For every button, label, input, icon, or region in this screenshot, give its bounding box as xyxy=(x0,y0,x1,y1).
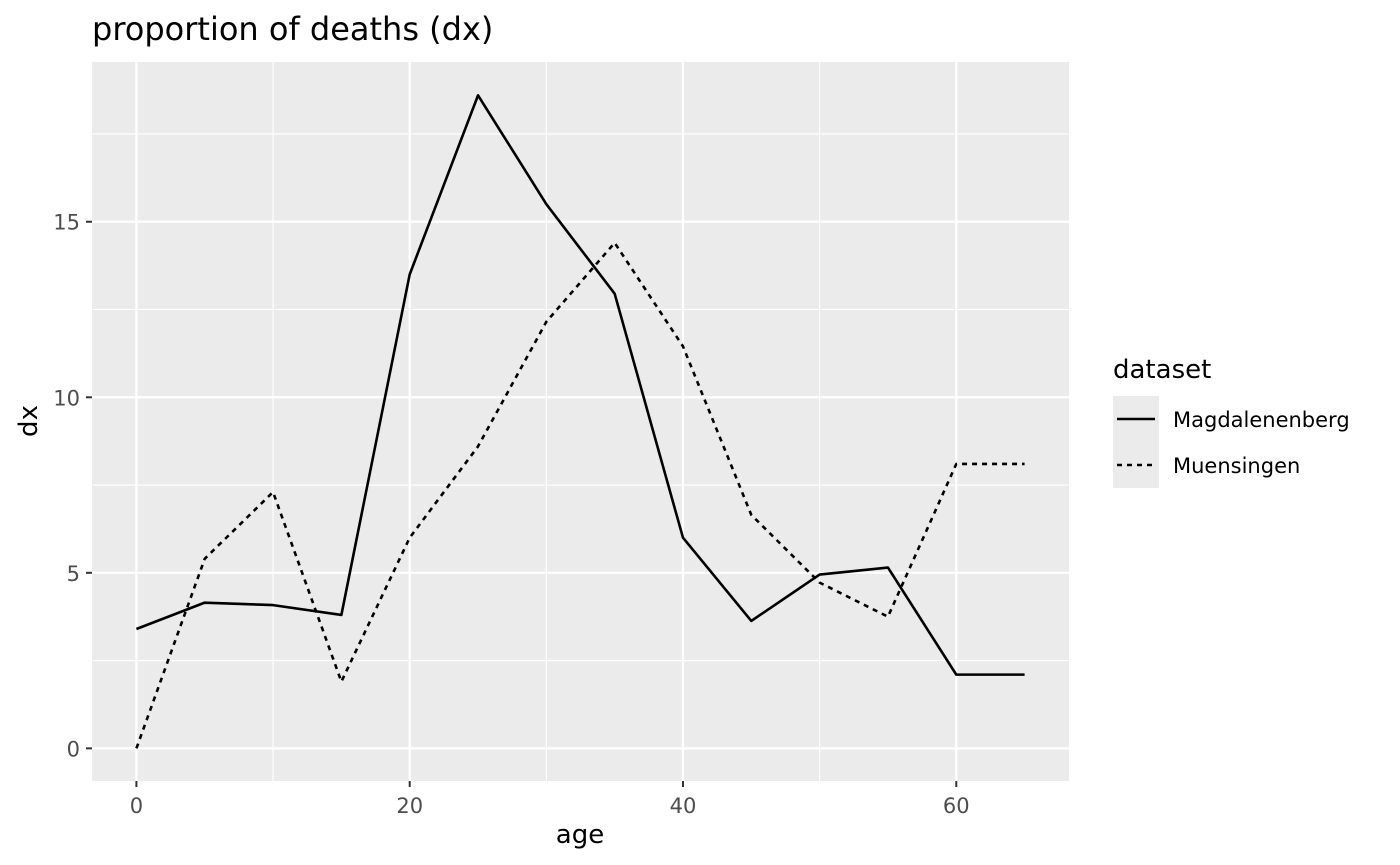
panel-background xyxy=(92,62,1069,781)
y-axis: 0 5 10 15 xyxy=(53,211,92,761)
x-tick-label: 60 xyxy=(943,794,970,818)
chart-title: proportion of deaths (dx) xyxy=(92,10,493,48)
x-axis-title: age xyxy=(556,820,604,850)
plot-panel xyxy=(92,62,1069,781)
y-tick-label: 10 xyxy=(53,386,80,410)
legend-label: Magdalenenberg xyxy=(1173,408,1350,432)
y-tick-label: 0 xyxy=(67,737,80,761)
series-line-magdalenenberg xyxy=(135,94,1025,676)
y-axis-title: dx xyxy=(14,405,44,437)
series-line-muensingen xyxy=(135,241,1025,749)
x-tick-label: 0 xyxy=(130,794,143,818)
legend-title: dataset xyxy=(1113,355,1211,385)
x-tick-label: 40 xyxy=(670,794,697,818)
y-tick-label: 15 xyxy=(53,211,80,235)
legend-label: Muensingen xyxy=(1173,454,1300,478)
legend: dataset Magdalenenberg Muensingen xyxy=(1113,355,1350,488)
y-tick-label: 5 xyxy=(67,562,80,586)
x-tick-label: 20 xyxy=(396,794,423,818)
x-axis: 0 20 40 60 xyxy=(130,781,970,818)
